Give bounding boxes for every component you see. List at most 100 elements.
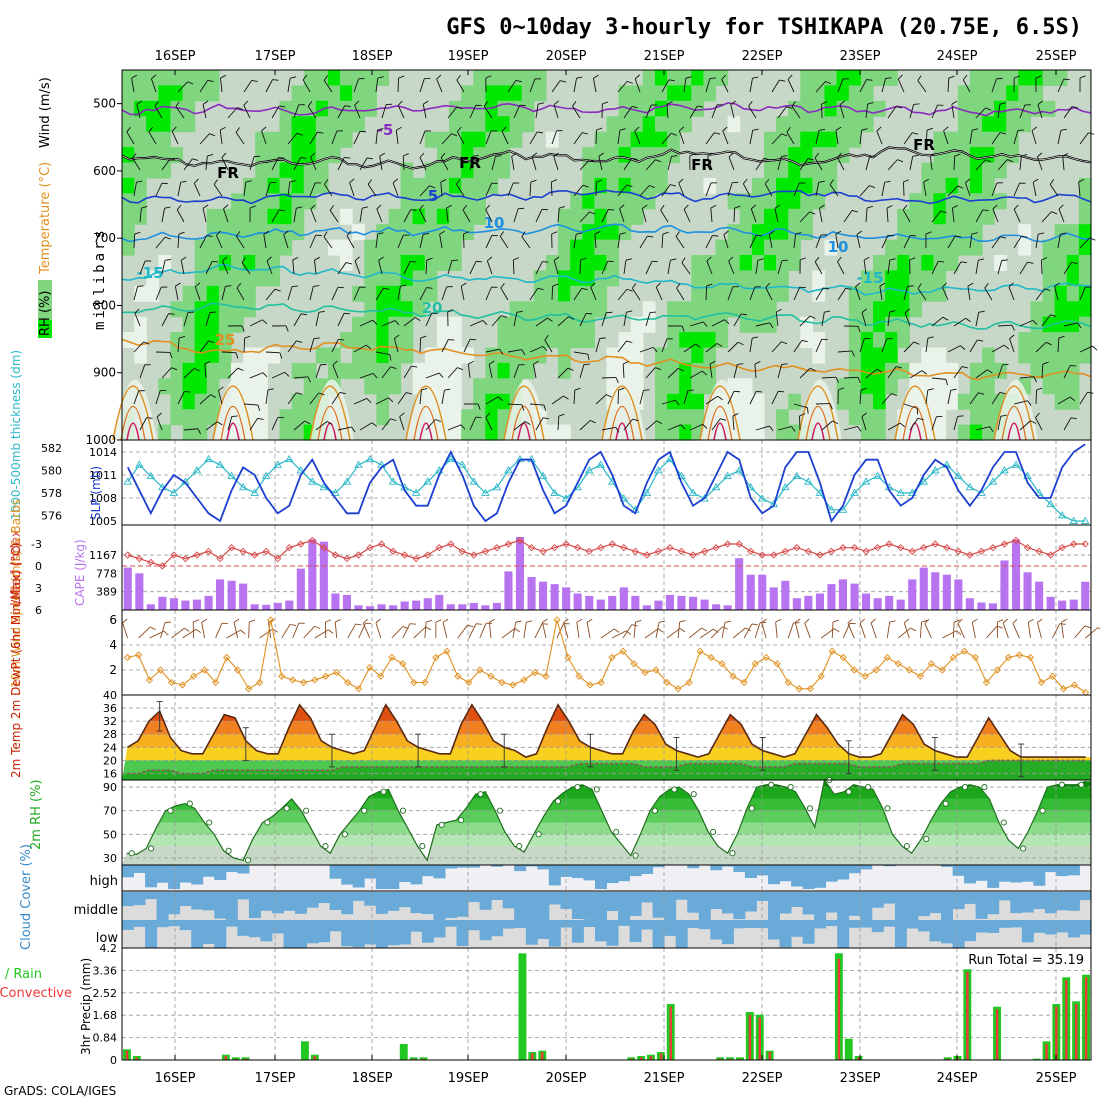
rh-cell <box>400 332 414 349</box>
wind-barb <box>573 288 583 301</box>
wind-barb-flag <box>683 204 689 210</box>
wind-barb-flag <box>795 618 801 623</box>
wind-barb <box>881 235 889 249</box>
cape-bar <box>135 573 144 610</box>
wind-barb-flag <box>488 360 495 365</box>
rh-cell <box>340 100 353 117</box>
rh-cell <box>194 285 208 302</box>
cloud-low-bar <box>410 920 423 932</box>
rh-cell <box>679 332 692 349</box>
rh-cell <box>848 100 862 117</box>
cloud-low-bar <box>664 920 677 936</box>
rh-cell <box>194 424 208 441</box>
rh-cell <box>860 270 874 287</box>
rh-cell <box>582 193 595 210</box>
rh-cell <box>606 270 620 287</box>
wind-speed-marker <box>366 663 374 672</box>
wind-barb <box>310 208 317 223</box>
cloud-low-bar <box>710 920 723 940</box>
wind-speed-marker <box>333 668 341 677</box>
rh-cell <box>764 193 777 210</box>
wind-barb <box>794 622 800 639</box>
wind-barb <box>154 105 163 119</box>
rh-cell <box>703 362 717 379</box>
rh-cell <box>1018 239 1031 256</box>
cape-bar <box>804 595 813 610</box>
thickness-marker <box>815 488 825 496</box>
wind-barb <box>775 312 779 327</box>
wind-barb-flag <box>371 422 378 427</box>
rh-cell <box>848 70 862 86</box>
temp-band <box>122 721 1091 735</box>
wind-barb <box>820 628 835 639</box>
cape-bar <box>469 602 478 610</box>
lifted-index-marker <box>989 544 997 552</box>
wind-barb-flag <box>912 154 919 157</box>
rh-cell <box>848 409 862 426</box>
wind-barb <box>661 399 676 405</box>
wind-barb <box>799 158 809 171</box>
cloud-low-bar <box>191 920 204 948</box>
wind-barb-flag <box>1077 322 1082 329</box>
wind-barb-flag <box>236 231 241 237</box>
wind-barb <box>793 234 796 249</box>
rh-cell <box>969 378 983 395</box>
rh-cell <box>921 162 935 179</box>
wind-barb <box>887 260 891 275</box>
rh-line <box>126 778 1087 862</box>
wind-barb <box>180 260 185 275</box>
cape-bar <box>700 599 709 610</box>
rh-cell <box>436 208 450 225</box>
wind-barb-flag <box>126 126 131 133</box>
rh-cell <box>957 239 971 256</box>
cloud-mid-bar <box>179 892 192 906</box>
rh-cell <box>667 316 680 333</box>
rh-cell <box>473 116 486 133</box>
wind-barb <box>337 157 345 171</box>
wind-barb <box>1019 319 1033 327</box>
wind-barb <box>947 390 952 405</box>
thickness-marker <box>654 466 663 474</box>
wind-barb-flag <box>838 387 845 391</box>
wind-barb-flag <box>889 258 896 261</box>
rh-cell <box>582 162 595 179</box>
rh-cell <box>400 239 414 256</box>
rh-cell <box>558 332 571 349</box>
cloud-low-bar <box>721 920 734 945</box>
wind-barb <box>1035 341 1047 353</box>
wind-barb-flag <box>292 256 299 261</box>
thickness-marker <box>988 477 998 485</box>
rh-cell <box>630 100 644 117</box>
rh-cell <box>945 255 959 271</box>
cloud-mid-bar <box>214 892 227 919</box>
wind-barb <box>1063 417 1072 431</box>
wind-barb <box>310 156 317 171</box>
cloud-mid-bar <box>225 892 238 920</box>
cape-bar <box>723 605 732 610</box>
wind-barb <box>786 131 795 145</box>
rh-cell <box>364 301 377 318</box>
wind-barb <box>931 104 938 119</box>
rh-cell <box>533 85 547 102</box>
wind-barb <box>579 313 587 327</box>
wind-speed-marker <box>652 666 660 674</box>
rh-cell <box>873 393 886 410</box>
wind-barb-flag <box>497 396 504 401</box>
rh-cell <box>1054 270 1068 287</box>
wind-barb <box>761 622 767 639</box>
rh-cell <box>957 193 971 210</box>
lifted-index-marker <box>193 551 201 559</box>
rh-cell <box>218 332 232 349</box>
wind-barb <box>177 81 188 93</box>
rh-cell <box>630 332 644 349</box>
rh-cell <box>618 362 632 379</box>
rh-cell <box>231 362 244 379</box>
cloud-low-bar <box>929 920 942 942</box>
y-tick-label-700: 700 <box>93 231 116 245</box>
cape-bar <box>389 605 398 610</box>
cloud-high-bar <box>491 865 504 867</box>
rh-cell <box>1054 332 1068 349</box>
rh-cell <box>194 378 208 395</box>
rh-cell <box>667 70 680 86</box>
rh-cell <box>182 424 196 441</box>
